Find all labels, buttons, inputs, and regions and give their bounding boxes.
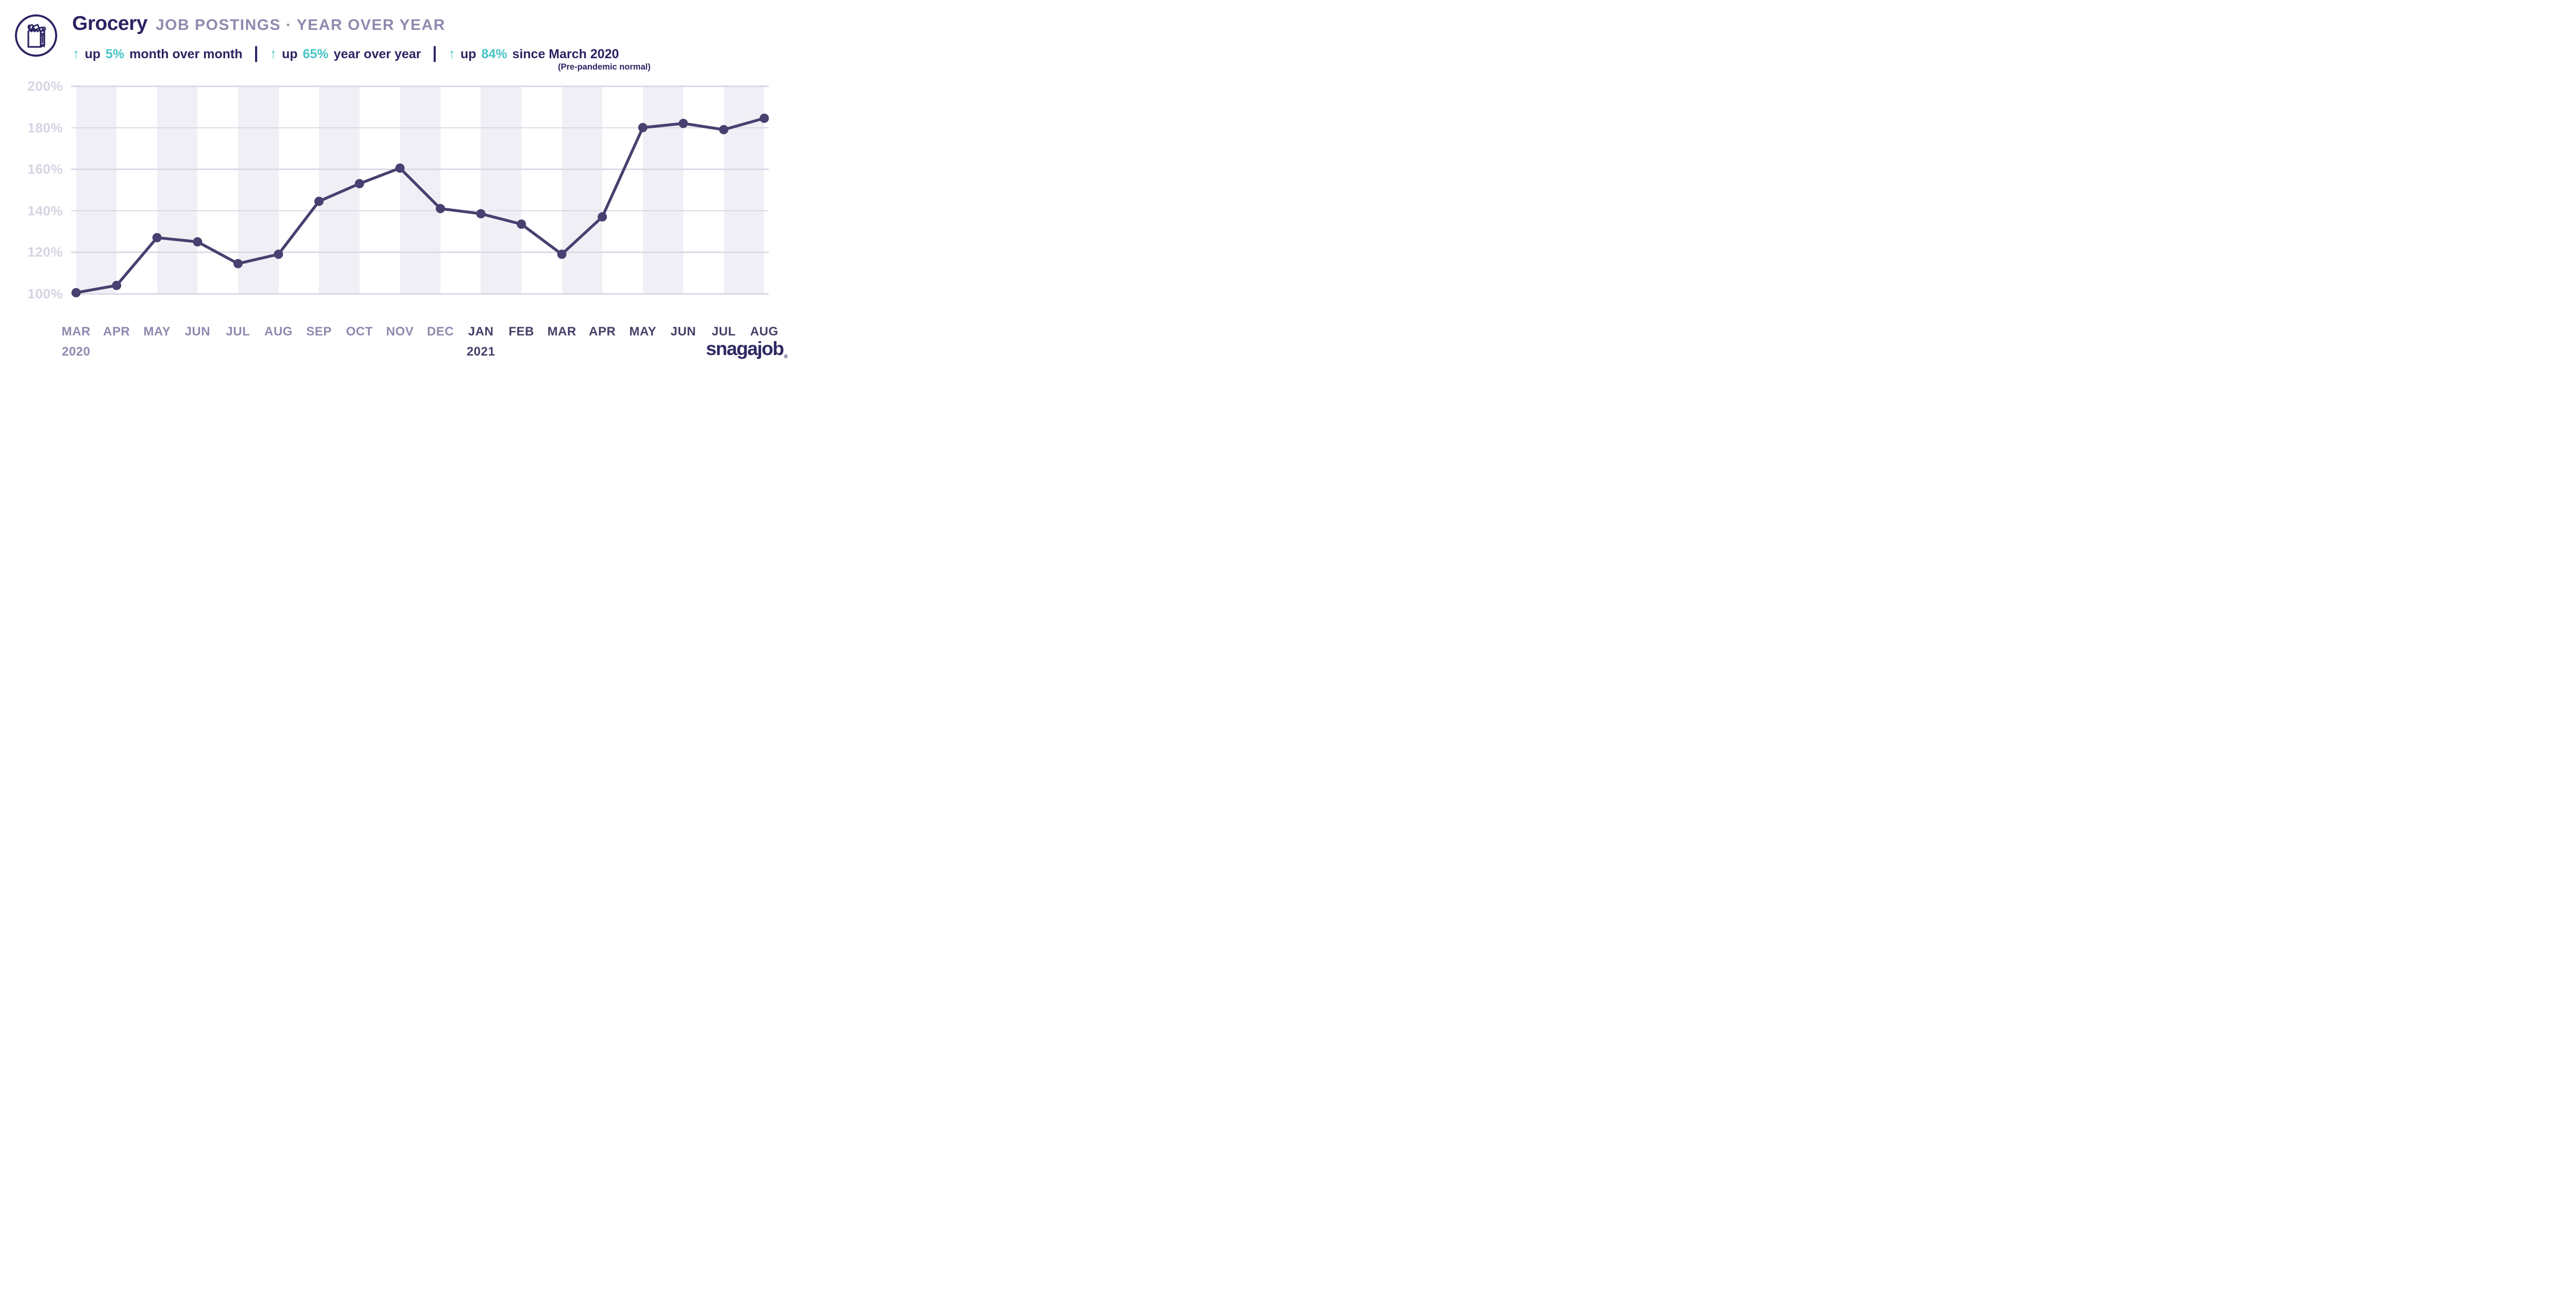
page-subtitle: JOB POSTINGS · YEAR OVER YEAR xyxy=(156,16,446,33)
x-tick-label: MAY xyxy=(143,325,171,339)
x-tick-label: JUN xyxy=(184,325,211,339)
x-tick-label: MAR xyxy=(547,325,577,339)
stat-prefix: up xyxy=(84,47,101,61)
x-tick-label: APR xyxy=(589,325,616,339)
gridline xyxy=(71,127,769,129)
x-tick-label: JUL xyxy=(711,325,736,339)
x-tick-label: JUL xyxy=(226,325,250,339)
year-label: 2020 xyxy=(61,345,91,359)
stat-suffix: since March 2020 xyxy=(512,47,619,61)
y-tick-label: 160% xyxy=(27,161,63,177)
x-tick-label: APR xyxy=(103,325,130,339)
month-band xyxy=(400,86,440,294)
yoy-line-chart: 200% 180% 160% 140% 120% 100% MAR APR MAY JUN JUL A… xyxy=(0,0,806,376)
x-tick-label: MAR xyxy=(61,325,91,339)
stat-suffix: year over year xyxy=(333,47,421,61)
y-tick-label: 100% xyxy=(27,286,63,301)
up-arrow-icon: ↑ xyxy=(269,46,277,61)
gridline xyxy=(71,251,769,253)
grocery-job-postings-infographic: Grocery JOB POSTINGS · YEAR OVER YEAR ↑ … xyxy=(0,0,806,376)
y-tick-label: 180% xyxy=(27,120,63,136)
month-band xyxy=(238,86,279,294)
month-band xyxy=(157,86,198,294)
logo-text: snagajob xyxy=(706,338,784,359)
y-tick-label: 200% xyxy=(27,78,63,94)
gridline xyxy=(71,169,769,170)
x-tick-label: AUG xyxy=(750,325,778,339)
registered-mark: ® xyxy=(784,354,788,360)
stat-month-over-month: ↑ up 5% month over month xyxy=(73,46,243,62)
stat-divider-icon: | xyxy=(253,43,259,62)
page-title: Grocery xyxy=(72,12,148,35)
snagajob-logo: snagajob® xyxy=(706,338,788,360)
stat-value: 84% xyxy=(481,47,507,61)
stats-row: ↑ up 5% month over month | ↑ up 65% year… xyxy=(73,43,619,62)
month-band xyxy=(562,86,603,294)
year-label: 2021 xyxy=(466,345,496,359)
gridline xyxy=(71,86,769,87)
stat-suffix: month over month xyxy=(129,47,243,61)
gridline xyxy=(71,210,769,212)
gridline xyxy=(71,293,769,295)
x-tick-label: MAY xyxy=(629,325,656,339)
month-band xyxy=(481,86,521,294)
stat-prefix: up xyxy=(460,47,477,61)
month-band xyxy=(76,86,117,294)
month-band xyxy=(723,86,765,294)
stat-divider-icon: | xyxy=(432,43,437,62)
x-tick-label: JAN xyxy=(468,325,494,339)
up-arrow-icon: ↑ xyxy=(448,46,455,61)
x-tick-label: SEP xyxy=(306,325,332,339)
stat-prefix: up xyxy=(282,47,298,61)
up-arrow-icon: ↑ xyxy=(73,46,80,61)
stat-since-march-2020: ↑ up 84% since March 2020 xyxy=(448,46,619,62)
grocery-bag-icon-svg xyxy=(15,14,57,57)
x-tick-label: AUG xyxy=(264,325,293,339)
x-tick-label: OCT xyxy=(346,325,373,339)
x-tick-label: FEB xyxy=(509,325,534,339)
y-tick-label: 140% xyxy=(27,203,63,218)
stat-year-over-year: ↑ up 65% year over year xyxy=(270,46,421,62)
stat-value: 5% xyxy=(106,47,125,61)
pre-pandemic-note: (Pre-pandemic normal) xyxy=(558,62,651,72)
y-tick-label: 120% xyxy=(27,244,63,260)
month-band xyxy=(642,86,684,294)
x-tick-label: NOV xyxy=(386,325,414,339)
grocery-bag-icon xyxy=(14,14,58,57)
x-tick-label: JUN xyxy=(670,325,696,339)
stat-value: 65% xyxy=(302,47,329,61)
month-band xyxy=(319,86,360,294)
header-title-row: Grocery JOB POSTINGS · YEAR OVER YEAR xyxy=(72,12,446,35)
x-tick-label: DEC xyxy=(427,325,454,339)
